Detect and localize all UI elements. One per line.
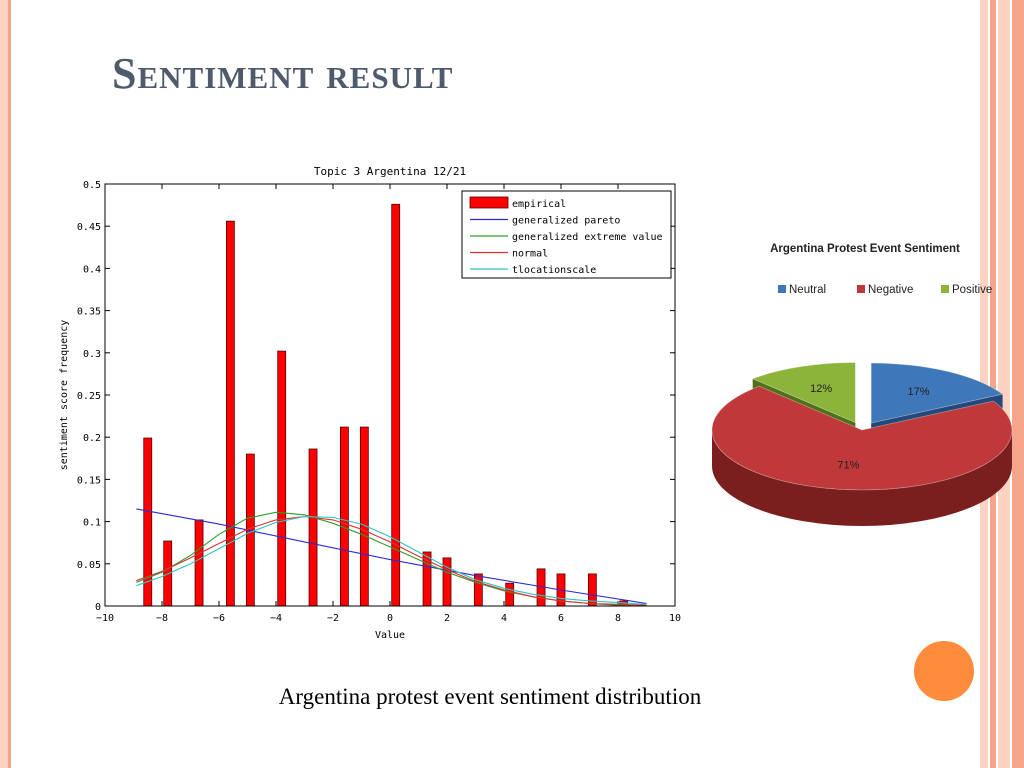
pie-legend-label: Negative: [868, 284, 913, 296]
bar: [359, 426, 369, 607]
x-tick-label: 10: [669, 613, 681, 624]
series-line: [136, 508, 647, 605]
y-tick-label: 0.05: [77, 560, 101, 571]
legend-label: generalized pareto: [512, 216, 620, 227]
pie-legend-label: Positive: [952, 284, 992, 296]
legend-swatch: [469, 196, 509, 209]
bar: [473, 573, 483, 607]
x-tick-label: 6: [558, 613, 564, 624]
legend-label: tlocationscale: [512, 265, 596, 276]
pie-title: Argentina Protest Event Sentiment: [770, 243, 960, 255]
pie-slice: [711, 385, 1013, 491]
x-tick-label: −8: [156, 613, 168, 624]
slide-caption: Argentina protest event sentiment distri…: [278, 684, 702, 709]
y-tick-label: 0.25: [77, 391, 101, 402]
x-tick-label: −6: [213, 613, 225, 624]
pie-slice-side: [712, 430, 1012, 526]
bar: [308, 448, 318, 607]
pie-slice-label: 17%: [907, 386, 929, 398]
x-tick-label: 4: [501, 613, 507, 624]
legend-label: normal: [512, 249, 548, 260]
x-tick-label: 2: [444, 613, 450, 624]
y-tick-label: 0.1: [83, 518, 101, 529]
bar: [225, 220, 235, 607]
right-stripe-bottom-b: [990, 537, 996, 768]
x-tick-label: −4: [270, 613, 282, 624]
left-stripe-outer: [0, 0, 8, 768]
right-stripe-top-a: [980, 0, 988, 537]
left-stripe-inner: [8, 0, 11, 768]
decorative-circle: [914, 641, 974, 701]
chart-title: Topic 3 Argentina 12/21: [314, 165, 466, 178]
y-tick-label: 0.15: [77, 475, 101, 486]
series-line: [136, 515, 647, 606]
x-tick-label: 8: [615, 613, 621, 624]
legend-label: generalized extreme value: [512, 232, 663, 243]
bar: [277, 350, 287, 607]
right-stripe-top-d: [1012, 0, 1024, 537]
bar: [505, 582, 515, 607]
right-stripe-bottom-c: [998, 537, 1010, 768]
pie-slice-label: 71%: [837, 459, 859, 471]
pie-legend-label: Neutral: [789, 284, 826, 296]
x-tick-label: −10: [96, 613, 114, 624]
pie-legend-swatch: [778, 285, 786, 293]
y-tick-label: 0.45: [77, 222, 101, 233]
series-line: [136, 515, 647, 605]
distribution-chart: Topic 3 Argentina 12/21 −10 −8 −6 −4 −2 0 2 4 6 8 1…: [59, 165, 681, 641]
y-tick-label: 0: [95, 602, 101, 613]
right-stripe-bottom-d: [1012, 537, 1024, 768]
pie-legend-swatch: [857, 285, 865, 293]
pie-slice-label: 12%: [810, 383, 832, 395]
y-tick-label: 0.35: [77, 307, 101, 318]
legend-label: empirical: [512, 199, 566, 210]
y-tick-label: 0.3: [83, 349, 101, 360]
right-stripe-top-b: [990, 0, 996, 537]
y-tick-label: 0.4: [83, 264, 101, 275]
pie-slice: [870, 362, 1004, 424]
bar: [194, 519, 204, 607]
x-tick-label: −2: [327, 613, 339, 624]
pie-legend-swatch: [941, 285, 949, 293]
y-axis-label: sentiment score frequency: [59, 320, 70, 471]
y-tick-label: 0.2: [83, 433, 101, 444]
right-stripe-bottom-a: [980, 537, 988, 768]
slide-title: Sentiment result: [112, 49, 454, 98]
plot-frame: [104, 183, 676, 607]
y-tick-label: 0.5: [83, 180, 101, 191]
bar: [339, 426, 349, 607]
pie-slice: [751, 362, 856, 424]
x-axis-label: Value: [375, 630, 405, 641]
x-tick-label: 0: [387, 613, 393, 624]
sentiment-pie-chart: Argentina Protest Event Sentiment Neutral…: [711, 243, 1013, 526]
